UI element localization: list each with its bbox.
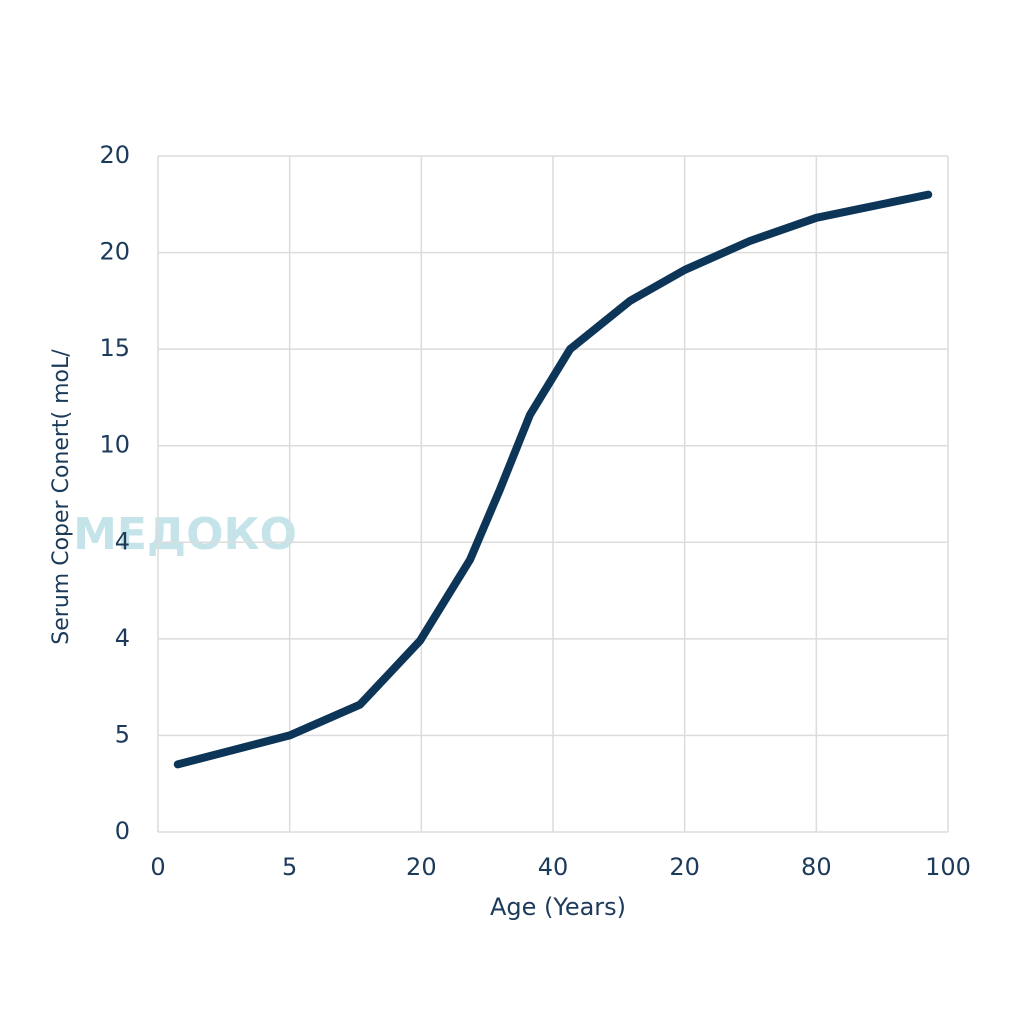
y-tick-label: 4 [115,624,130,652]
y-axis-label: Serum Coper Conert( moL/ [49,349,74,645]
x-tick-label: 40 [538,853,569,881]
x-tick-label: 20 [669,853,700,881]
x-tick-label: 100 [925,853,971,881]
x-tick-label: 20 [406,853,437,881]
x-tick-label: 80 [801,853,832,881]
y-tick-label: 20 [99,141,130,169]
watermark: МЕДОКО [73,509,297,560]
line-series [173,190,933,769]
y-tick-label: 10 [99,431,130,459]
y-tick-label: 4 [115,527,130,555]
y-tick-label: 0 [115,817,130,845]
y-tick-label: 15 [99,334,130,362]
x-tick-label: 0 [150,853,165,881]
x-axis-label: Age (Years) [490,893,626,921]
x-tick-label: 5 [282,853,297,881]
y-tick-label: 20 [99,238,130,266]
y-tick-label: 5 [115,720,130,748]
